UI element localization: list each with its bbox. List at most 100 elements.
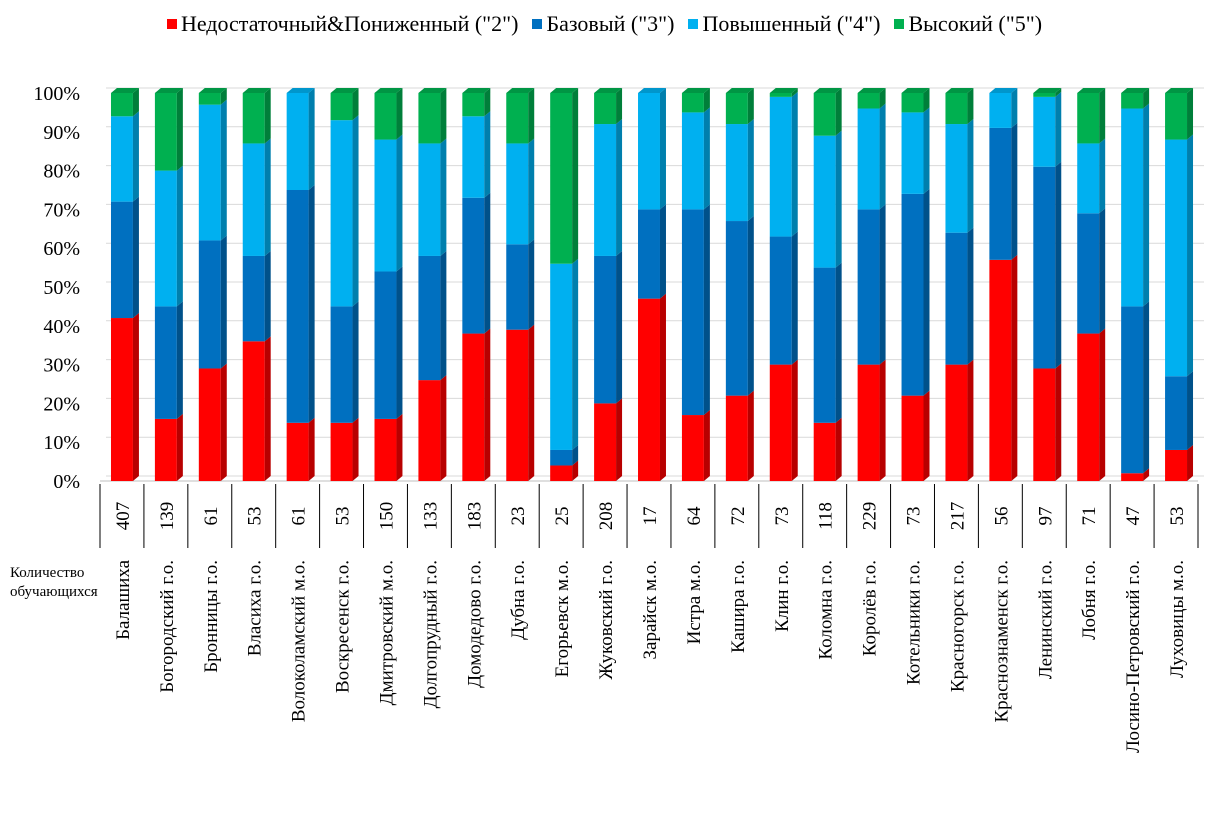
bar-segment-side (923, 390, 930, 481)
bar-segment (1077, 213, 1100, 334)
bar-segment (1077, 93, 1100, 144)
bar-segment-side (1011, 122, 1018, 260)
count-label: 150 (376, 502, 397, 531)
bar-segment-side (484, 111, 491, 198)
legend-swatch (532, 19, 543, 29)
bar-segment-side (791, 359, 798, 481)
count-label: 25 (552, 507, 573, 526)
bar-segment-side (1187, 134, 1194, 377)
bar-segment (594, 255, 617, 404)
bar-segment (286, 93, 309, 190)
bar-segment (154, 93, 177, 171)
bar-segment (901, 112, 924, 194)
category-label: Воскресенск г.о. (333, 560, 354, 693)
bar-segment-side (1011, 88, 1018, 128)
bar-segment (506, 143, 529, 245)
bar-segment (901, 193, 924, 396)
category-label: Дубна г.о. (508, 560, 529, 640)
bar-segment (594, 93, 617, 125)
bar-segment-side (747, 119, 754, 222)
bar-segment (857, 209, 880, 365)
bar-segment-side (1055, 363, 1062, 481)
bar-segment-side (616, 88, 623, 125)
bar-segment-side (616, 398, 623, 481)
bar-segment (374, 139, 397, 272)
bar-segment-side (967, 227, 974, 365)
bar-segment (418, 380, 441, 481)
bar-segment-side (747, 390, 754, 481)
bar-segment-side (176, 88, 183, 171)
y-tick-label: 60% (43, 238, 80, 260)
bar-segment (989, 93, 1012, 128)
bar-segment (330, 306, 353, 423)
bar-segment (1033, 96, 1056, 167)
bar-segment-side (308, 88, 315, 190)
bar-segment-side (572, 88, 579, 264)
bar-segment (945, 232, 968, 365)
bar-top-face (418, 88, 447, 93)
bar-segment (330, 93, 353, 121)
bar-segment (857, 93, 880, 109)
bar-segment (769, 96, 792, 237)
bar-segment-side (308, 417, 315, 481)
bar-segment (725, 395, 748, 481)
y-tick-label: 20% (43, 393, 80, 415)
bar-top-face (725, 88, 754, 93)
bar-segment (154, 418, 177, 481)
legend-item: Базовый ("3") (532, 11, 674, 37)
bar-segment-side (747, 216, 754, 396)
bar-segment-side (176, 413, 183, 481)
bar-segment (110, 116, 133, 202)
bar-segment (945, 93, 968, 125)
count-label: 61 (289, 507, 310, 526)
bar-segment-side (835, 88, 842, 136)
bar-segment (154, 170, 177, 307)
bar-segment (989, 127, 1012, 260)
bar-segment (945, 364, 968, 481)
bar-top-face (857, 88, 886, 93)
bar-segment (286, 190, 309, 423)
bar-segment-side (264, 138, 271, 256)
bar-top-face (330, 88, 359, 93)
bar-segment-side (1143, 468, 1150, 481)
bar-segment-side (703, 410, 710, 481)
bar-segment-side (264, 88, 271, 144)
bar-segment (857, 108, 880, 210)
bar-segment-side (703, 88, 710, 113)
y-tick-label: 40% (43, 316, 80, 338)
bar-segment-side (440, 138, 447, 256)
category-label: Дмитровский м.о. (376, 560, 397, 705)
bar-segment (374, 418, 397, 481)
bar-segment-side (572, 258, 579, 450)
bar-segment-side (967, 88, 974, 125)
bar-segment-side (835, 262, 842, 423)
bar-segment (242, 341, 265, 481)
bar-segment-side (132, 196, 139, 319)
category-label: Домодедово г.о. (464, 560, 485, 688)
bar-segment-side (1187, 371, 1194, 450)
bar-segment (1121, 108, 1144, 307)
bar-segment (989, 259, 1012, 481)
bar-segment-side (484, 192, 491, 334)
bar-segment-side (967, 119, 974, 233)
bar-segment-side (616, 250, 623, 404)
bar-segment-side (528, 324, 535, 481)
bar-segment (550, 263, 573, 450)
bar-segment (1033, 166, 1056, 369)
category-label: Клин г.о. (772, 560, 793, 632)
y-tick-label: 100% (33, 83, 80, 105)
bar-segment-side (1055, 161, 1062, 369)
bar-segment-side (616, 119, 623, 256)
bar-segment-side (879, 204, 886, 365)
count-label: 61 (201, 507, 222, 526)
category-label: Краснознаменск г.о. (991, 560, 1012, 723)
bar-segment (198, 93, 221, 105)
bar-segment (769, 236, 792, 365)
bar-segment-side (308, 185, 315, 423)
category-label: Лосино-Петровский г.о. (1123, 560, 1144, 753)
legend-label: Недостаточный&Пониженный ("2") (180, 11, 519, 36)
bar-segment-side (835, 130, 842, 268)
bar-top-face (638, 88, 666, 93)
legend-item: Недостаточный&Пониженный ("2") (166, 11, 519, 37)
